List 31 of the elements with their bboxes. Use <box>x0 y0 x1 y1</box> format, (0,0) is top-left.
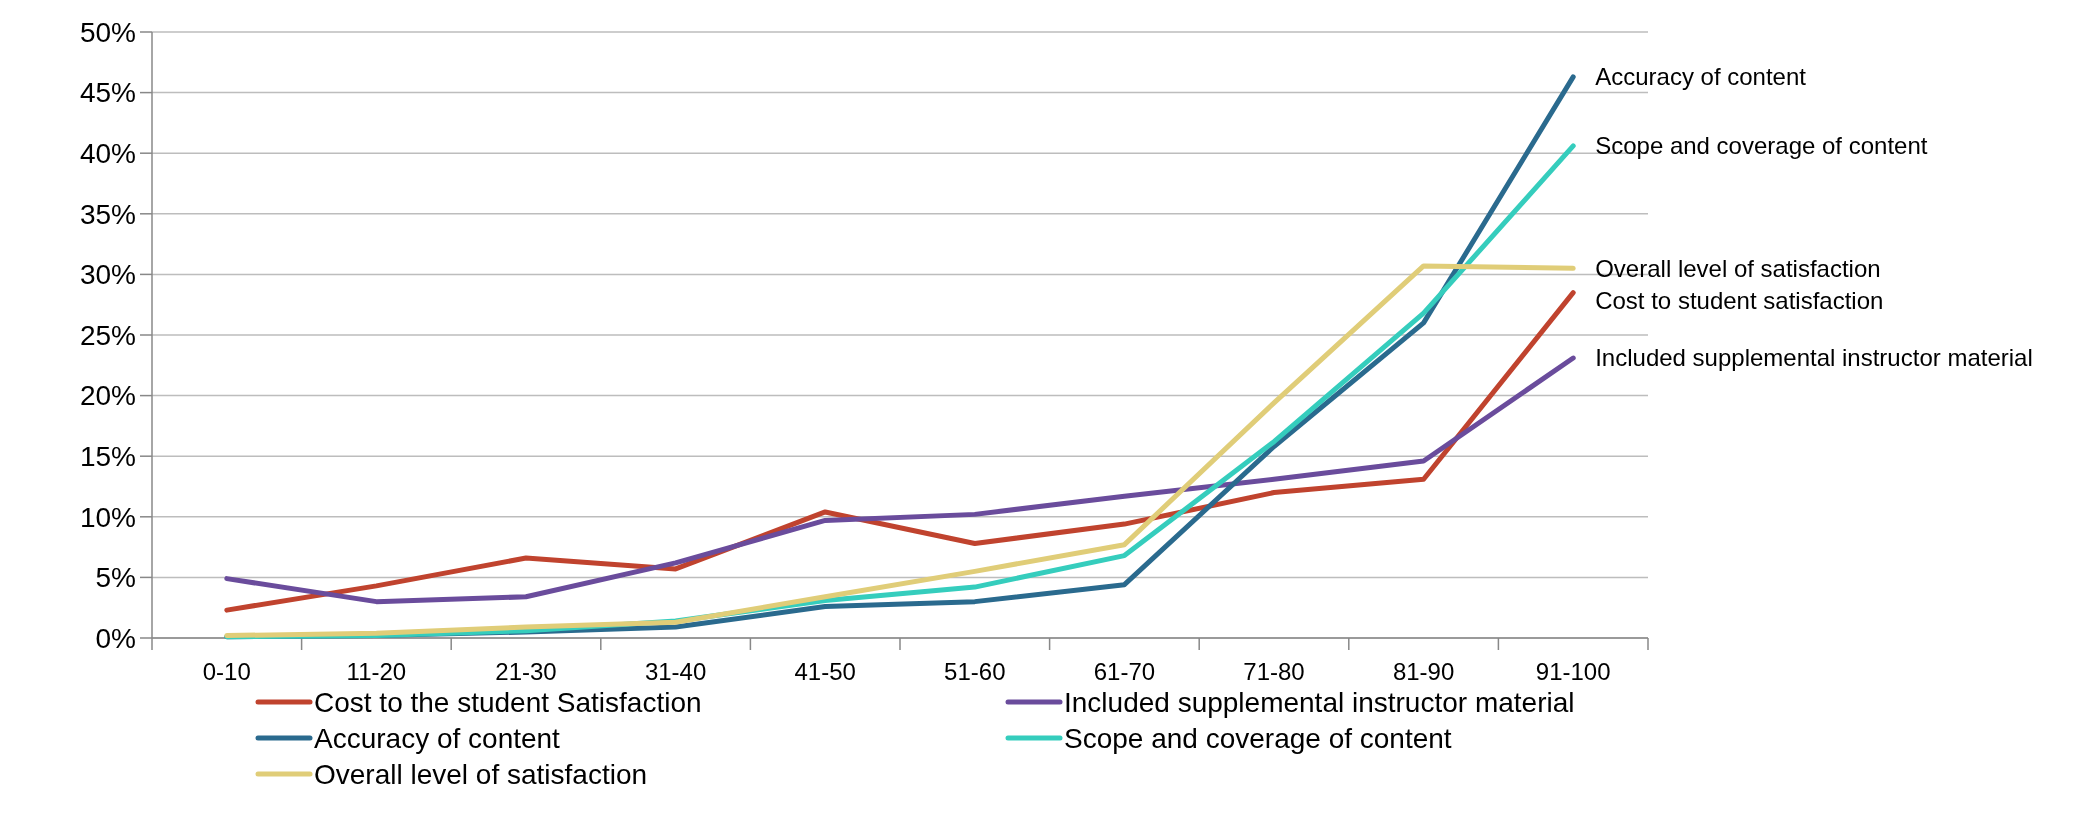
legend-label: Overall level of satisfaction <box>314 758 648 790</box>
y-tick-label: 0% <box>95 622 136 654</box>
annotation: Scope and coverage of content <box>1595 132 1928 160</box>
x-tick-label: 91-100 <box>1535 658 1611 685</box>
x-tick-label: 31-40 <box>644 658 707 685</box>
y-tick-label: 35% <box>79 198 136 230</box>
x-tick-label: 21-30 <box>495 658 557 685</box>
annotation: Included supplemental instructor material <box>1595 344 2033 372</box>
y-tick-label: 50% <box>79 16 136 48</box>
legend-label: Scope and coverage of content <box>1064 722 1452 754</box>
x-tick-label: 71-80 <box>1243 658 1305 685</box>
annotation: Cost to student satisfaction <box>1595 286 1884 314</box>
y-tick-label: 30% <box>79 259 136 291</box>
y-tick-label: 40% <box>79 138 136 169</box>
x-tick-label: 11-20 <box>346 658 407 685</box>
x-tick-label: 51-60 <box>944 658 1006 685</box>
legend-label: Included supplemental instructor material <box>1064 686 1575 718</box>
annotation: Overall level of satisfaction <box>1595 254 1881 282</box>
y-tick-label: 10% <box>79 501 136 533</box>
x-tick-label: 61-70 <box>1093 658 1156 685</box>
y-tick-label: 45% <box>79 77 136 109</box>
y-tick-label: 5% <box>95 562 136 594</box>
y-tick-label: 20% <box>79 380 136 412</box>
annotation: Accuracy of content <box>1595 63 1807 91</box>
y-tick-label: 15% <box>79 441 136 472</box>
legend-label: Accuracy of content <box>314 722 561 754</box>
y-tick-label: 25% <box>79 319 136 351</box>
x-tick-label: 41-50 <box>794 658 856 685</box>
legend-label: Cost to the student Satisfaction <box>314 686 702 718</box>
x-tick-label: 81-90 <box>1392 658 1455 685</box>
x-tick-label: 0-10 <box>202 658 251 685</box>
